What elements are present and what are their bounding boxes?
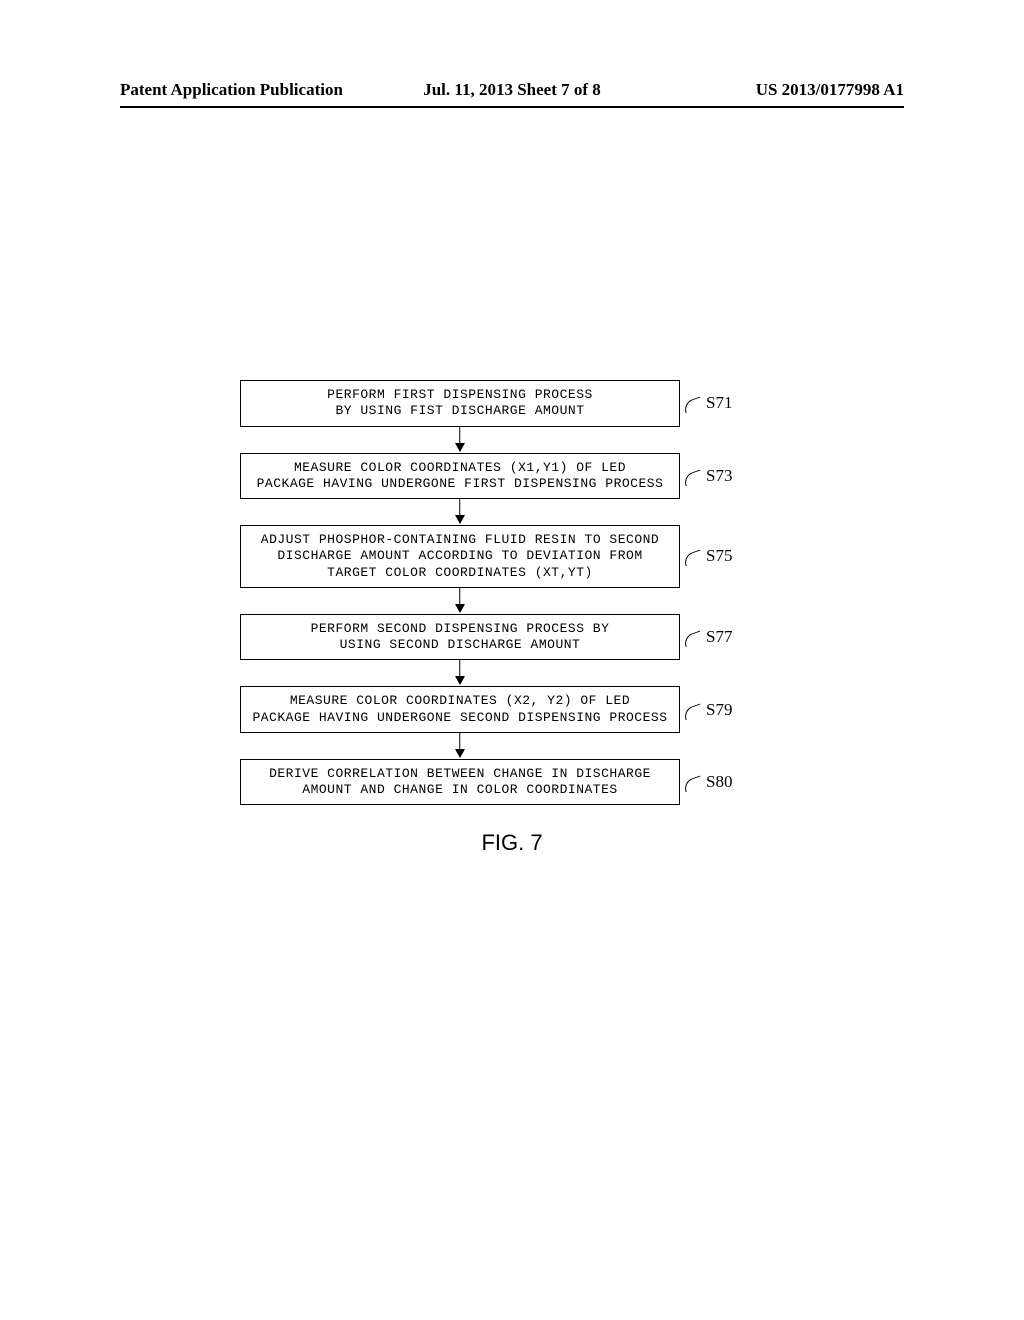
flow-step: PERFORM FIRST DISPENSING PROCESSBY USING…	[240, 380, 750, 427]
flow-step-box: PERFORM FIRST DISPENSING PROCESSBY USING…	[240, 380, 680, 427]
arrow-head-icon	[455, 443, 465, 452]
label-connector-icon	[682, 776, 704, 788]
header-rule	[120, 106, 904, 108]
page: Patent Application Publication Jul. 11, …	[0, 0, 1024, 1320]
flow-step-box: MEASURE COLOR COORDINATES (X2, Y2) OF LE…	[240, 686, 680, 733]
flow-step-label: S79	[706, 700, 732, 720]
arrow-head-icon	[455, 749, 465, 758]
flow-step-box: PERFORM SECOND DISPENSING PROCESS BYUSIN…	[240, 614, 680, 661]
flow-step-label: S73	[706, 466, 732, 486]
flow-arrow	[240, 499, 680, 525]
label-connector-icon	[682, 704, 704, 716]
flow-step-label: S80	[706, 772, 732, 792]
header-right: US 2013/0177998 A1	[643, 80, 904, 100]
label-connector-icon	[682, 631, 704, 643]
flow-step: MEASURE COLOR COORDINATES (X1,Y1) OF LED…	[240, 453, 750, 500]
label-connector-icon	[682, 550, 704, 562]
flow-arrow	[240, 733, 680, 759]
arrow-head-icon	[455, 676, 465, 685]
flow-arrow	[240, 660, 680, 686]
flow-step: ADJUST PHOSPHOR-CONTAINING FLUID RESIN T…	[240, 525, 750, 588]
flow-arrow	[240, 588, 680, 614]
flow-step-label: S77	[706, 627, 732, 647]
label-connector-icon	[682, 397, 704, 409]
flow-step-label: S71	[706, 393, 732, 413]
figure-caption: FIG. 7	[0, 830, 1024, 856]
label-connector-icon	[682, 470, 704, 482]
flow-step-box: MEASURE COLOR COORDINATES (X1,Y1) OF LED…	[240, 453, 680, 500]
flow-step-label: S75	[706, 546, 732, 566]
header-left: Patent Application Publication	[120, 80, 381, 100]
flow-step-box: DERIVE CORRELATION BETWEEN CHANGE IN DIS…	[240, 759, 680, 806]
header-center: Jul. 11, 2013 Sheet 7 of 8	[381, 80, 642, 100]
flow-step-box: ADJUST PHOSPHOR-CONTAINING FLUID RESIN T…	[240, 525, 680, 588]
flowchart: PERFORM FIRST DISPENSING PROCESSBY USING…	[240, 380, 750, 805]
arrow-head-icon	[455, 604, 465, 613]
page-header: Patent Application Publication Jul. 11, …	[120, 80, 904, 100]
flow-step: PERFORM SECOND DISPENSING PROCESS BYUSIN…	[240, 614, 750, 661]
flow-arrow	[240, 427, 680, 453]
flow-step: DERIVE CORRELATION BETWEEN CHANGE IN DIS…	[240, 759, 750, 806]
arrow-head-icon	[455, 515, 465, 524]
flow-step: MEASURE COLOR COORDINATES (X2, Y2) OF LE…	[240, 686, 750, 733]
